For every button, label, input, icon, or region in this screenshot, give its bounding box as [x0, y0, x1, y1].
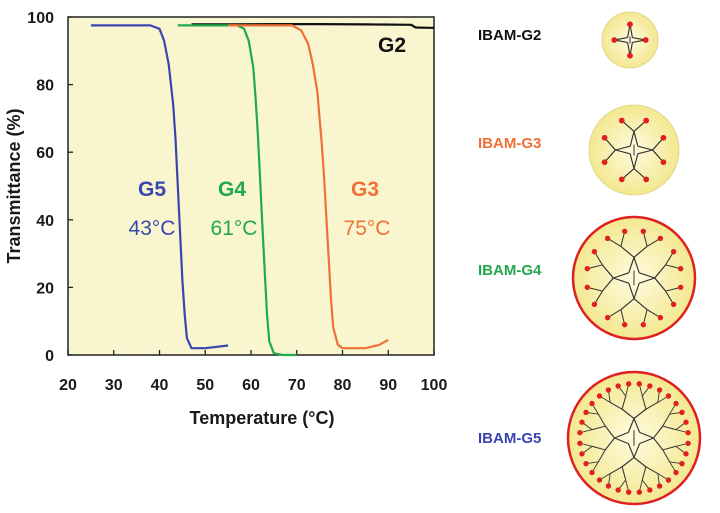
series-group — [90, 23, 434, 357]
y-tick-label: 80 — [36, 78, 54, 95]
y-tick-label: 20 — [36, 280, 54, 297]
dendrimer-g3 — [588, 104, 680, 196]
annotation-g3-temp: 75°C — [344, 217, 391, 240]
x-tick-label: 20 — [59, 377, 77, 394]
series-line-g5 — [90, 24, 229, 350]
series-line-g3 — [228, 24, 389, 350]
annotation-g4: G4 — [218, 178, 246, 201]
structure-label-g5: IBAM-G5 — [478, 430, 541, 447]
y-axis-label: Transmittance (%) — [4, 108, 24, 263]
y-tick-label: 40 — [36, 213, 54, 230]
x-tick-label: 70 — [288, 377, 306, 394]
dendrimer-drawings — [566, 11, 702, 506]
dendrimer-g2 — [601, 11, 659, 69]
x-tick-label: 30 — [105, 377, 123, 394]
structure-label-g3: IBAM-G3 — [478, 135, 541, 152]
annotation-g2: G2 — [378, 34, 406, 57]
x-tick-labels: 20 30 40 50 60 70 80 90 100 — [59, 377, 447, 394]
dendrimer-g4 — [571, 215, 697, 341]
x-axis-label: Temperature (°C) — [190, 408, 335, 428]
annotation-g5: G5 — [138, 178, 166, 201]
structure-label-g2: IBAM-G2 — [478, 27, 541, 44]
x-tick-label: 100 — [421, 377, 448, 394]
annotation-g3: G3 — [351, 178, 379, 201]
structure-label-g4: IBAM-G4 — [478, 262, 542, 279]
dendrimer-g5 — [566, 370, 702, 506]
y-tick-label: 100 — [27, 10, 54, 27]
x-tick-label: 40 — [151, 377, 169, 394]
y-tick-label: 0 — [45, 348, 54, 365]
x-tick-label: 50 — [196, 377, 214, 394]
annotation-g5-temp: 43°C — [129, 217, 176, 240]
y-tick-label: 60 — [36, 145, 54, 162]
series-line-g4 — [177, 24, 297, 357]
plot-area — [67, 16, 435, 356]
annotation-g4-temp: 61°C — [211, 217, 258, 240]
y-tick-labels: 0 20 40 60 80 100 — [27, 10, 54, 365]
x-tick-label: 80 — [334, 377, 352, 394]
x-tick-label: 90 — [379, 377, 397, 394]
x-tick-label: 60 — [242, 377, 260, 394]
